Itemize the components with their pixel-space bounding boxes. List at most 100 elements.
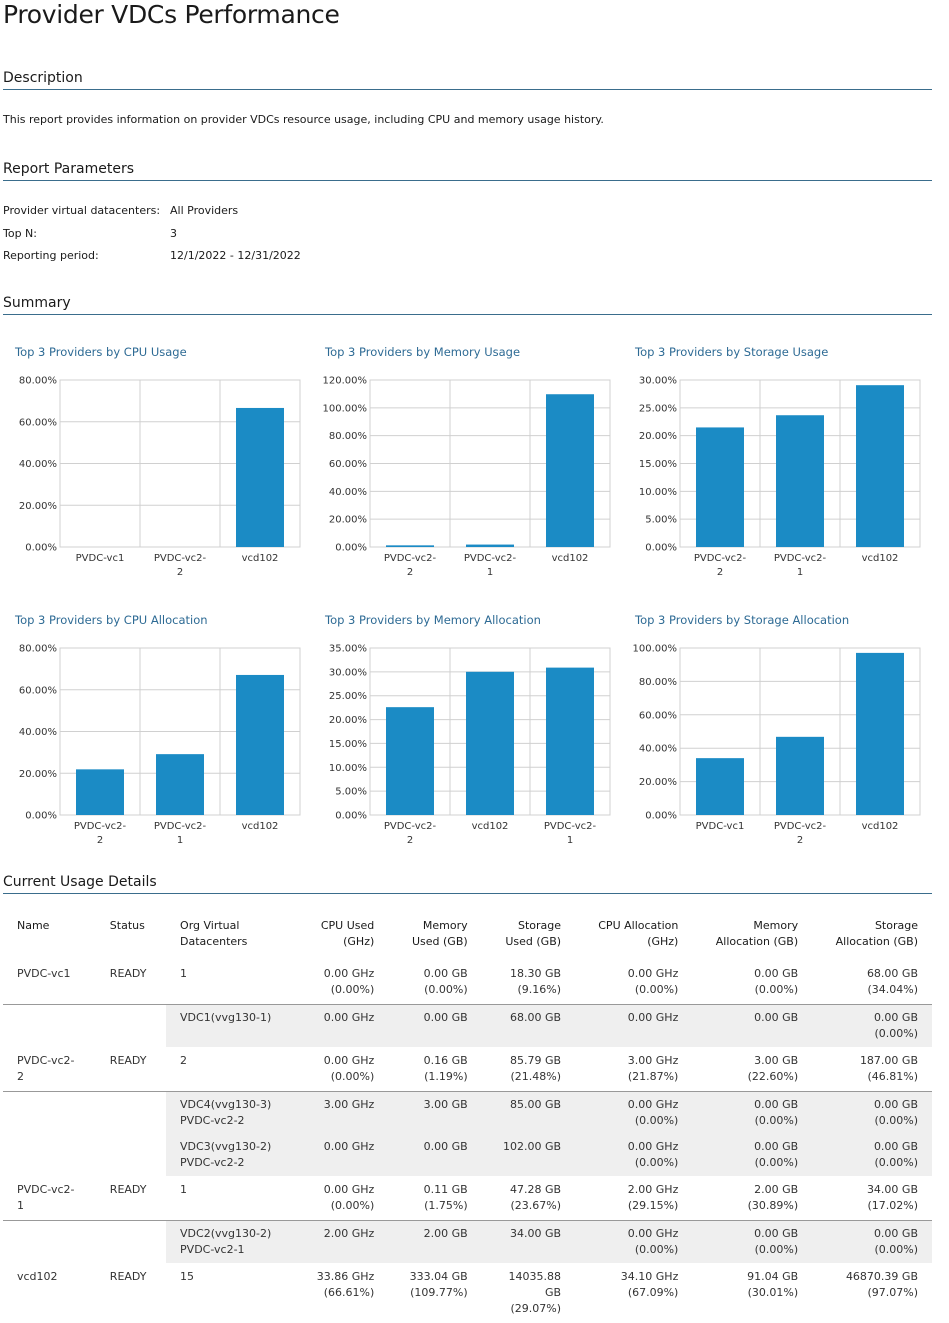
param-value: All Providers xyxy=(170,204,239,217)
y-tick-label: 25.00% xyxy=(329,691,367,702)
table-cell: VDC3(vvg130-2) PVDC-vc2-2 xyxy=(166,1134,296,1176)
table-cell: 0.00 GHz (0.00%) xyxy=(575,960,693,1005)
y-tick-label: 60.00% xyxy=(639,710,677,721)
table-cell: 2.00 GHz (29.15%) xyxy=(575,1176,693,1221)
column-header: Memory Used (GB) xyxy=(411,919,468,948)
table-cell: 1 xyxy=(166,1176,296,1221)
param-row: Provider virtual datacenters: All Provid… xyxy=(3,204,301,227)
bar xyxy=(236,674,284,815)
section-summary: Summary xyxy=(3,295,932,315)
table-cell: 2.00 GB (30.89%) xyxy=(692,1176,813,1221)
table-cell: 0.00 GHz xyxy=(295,1004,389,1047)
x-tick-label: 2 xyxy=(407,835,413,846)
y-tick-label: 100.00% xyxy=(323,403,368,414)
table-cell: 0.00 GB (0.00%) xyxy=(692,1134,813,1176)
table-cell: 0.00 GB (0.00%) xyxy=(812,1091,932,1134)
chart-title: Top 3 Providers by Storage Allocation xyxy=(635,613,850,627)
x-tick-label: PVDC-vc2- xyxy=(154,553,207,564)
x-tick-label: 1 xyxy=(177,835,183,846)
column-header: Memory Allocation (GB) xyxy=(715,919,799,948)
bar xyxy=(696,427,744,547)
column-header: Name xyxy=(17,919,50,932)
x-tick-label: 1 xyxy=(797,567,803,578)
table-cell: 0.00 GB (0.00%) xyxy=(388,960,482,1005)
y-tick-label: 0.00% xyxy=(335,543,367,554)
x-tick-label: 2 xyxy=(177,567,183,578)
y-tick-label: 40.00% xyxy=(639,744,677,755)
x-tick-label: vcd102 xyxy=(552,553,589,564)
table-cell: VDC2(vvg130-2) PVDC-vc2-1 xyxy=(166,1220,296,1263)
table-cell: 0.00 GB xyxy=(692,1004,813,1047)
table-cell: vcd102 xyxy=(17,1270,58,1283)
x-tick-label: 2 xyxy=(797,835,803,846)
table-cell: 0.00 GB (0.00%) xyxy=(692,1220,813,1263)
bar xyxy=(76,769,124,815)
table-cell: READY xyxy=(95,960,167,1005)
table-cell: 0.00 GHz (0.00%) xyxy=(575,1134,693,1176)
y-tick-label: 0.00% xyxy=(25,811,57,822)
y-tick-label: 10.00% xyxy=(329,763,367,774)
param-value: 12/1/2022 - 12/31/2022 xyxy=(170,249,301,262)
table-cell: 14035.88 GB (29.07%) xyxy=(508,1270,562,1315)
y-tick-label: 40.00% xyxy=(19,459,57,470)
column-header: Storage Used (GB) xyxy=(505,919,562,948)
chart-title: Top 3 Providers by Memory Usage xyxy=(325,345,521,359)
table-cell: 85.00 GB xyxy=(481,1091,576,1134)
bar xyxy=(156,754,204,815)
column-header: Status xyxy=(109,919,145,932)
table-cell: 91.04 GB (30.01%) xyxy=(747,1270,799,1299)
table-cell: 3.00 GB xyxy=(388,1091,482,1134)
y-tick-label: 100.00% xyxy=(633,644,678,655)
table-cell xyxy=(3,1092,166,1135)
bar xyxy=(776,415,824,547)
bar xyxy=(236,407,284,547)
y-tick-label: 35.00% xyxy=(329,644,367,655)
x-tick-label: PVDC-vc2- xyxy=(464,553,517,564)
org-vdc-row: VDC2(vvg130-2) PVDC-vc2-1 2.00 GHz 2.00 GB 3… xyxy=(3,1220,932,1263)
chart-memory-usage: Top 3 Providers by Memory Usage 0.00% 20.… xyxy=(313,345,613,585)
table-cell xyxy=(3,1005,166,1048)
y-tick-label: 5.00% xyxy=(645,515,677,526)
x-tick-label: PVDC-vc2- xyxy=(544,821,597,832)
x-tick-label: 1 xyxy=(567,835,573,846)
table-cell: 2.00 GB xyxy=(388,1220,482,1263)
table-cell: VDC1(vvg130-1) xyxy=(166,1004,296,1047)
table-cell: 3.00 GB (22.60%) xyxy=(692,1047,813,1092)
x-tick-label: PVDC-vc2- xyxy=(384,553,437,564)
bar xyxy=(546,394,594,547)
table-cell: 34.00 GB (17.02%) xyxy=(812,1176,932,1221)
table-cell: 68.00 GB (34.04%) xyxy=(812,960,932,1005)
table-cell: 0.00 GB xyxy=(388,1004,482,1047)
y-tick-label: 0.00% xyxy=(645,543,677,554)
table-header-row: Name Status Org Virtual Datacenters CPU Used… xyxy=(3,910,932,960)
section-description: Description xyxy=(3,70,932,90)
table-cell: 34.10 GHz (67.09%) xyxy=(620,1270,679,1299)
table-cell: 0.00 GHz (0.00%) xyxy=(575,1091,693,1134)
chart-title: Top 3 Providers by CPU Usage xyxy=(15,345,187,359)
parameters-list: Provider virtual datacenters: All Provid… xyxy=(3,204,301,272)
section-current-usage-details: Current Usage Details xyxy=(3,874,932,894)
table-cell: PVDC-vc1 xyxy=(3,960,96,1005)
y-tick-label: 5.00% xyxy=(335,787,367,798)
org-vdc-row: VDC3(vvg130-2) PVDC-vc2-2 0.00 GHz 0.00 GB 1… xyxy=(3,1134,932,1176)
param-label: Top N: xyxy=(3,226,37,240)
y-tick-label: 20.00% xyxy=(329,515,367,526)
y-tick-label: 20.00% xyxy=(19,501,57,512)
y-tick-label: 20.00% xyxy=(19,769,57,780)
y-tick-label: 20.00% xyxy=(329,715,367,726)
chart-storage-usage: Top 3 Providers by Storage Usage 0.00% 5.… xyxy=(623,345,923,585)
y-tick-label: 60.00% xyxy=(329,459,367,470)
y-tick-label: 30.00% xyxy=(639,376,677,387)
org-vdc-row: VDC1(vvg130-1) 0.00 GHz 0.00 GB 68.00 GB 0.0… xyxy=(3,1004,932,1048)
table-cell: 0.00 GHz xyxy=(575,1004,693,1047)
table-cell: 0.00 GB (0.00%) xyxy=(692,960,813,1005)
chart-memory-allocation-plot: 0.00% 5.00% 10.00% 15.00% 20.00% 25.00% 30.00%… xyxy=(329,644,611,846)
x-tick-label: vcd102 xyxy=(472,821,509,832)
y-tick-label: 0.00% xyxy=(645,811,677,822)
chart-cpu-usage: Top 3 Providers by CPU Usage 0.00% 20.00%… xyxy=(3,345,303,585)
provider-row: vcd102 READY 15 33.86 GHz (66.61%) 333.04 GB(… xyxy=(3,1263,932,1323)
provider-row: PVDC-vc2- 2 READY 2 0.00 GHz (0.00%) 0.16 GB (1… xyxy=(3,1047,932,1092)
bar xyxy=(546,667,594,815)
table-cell: 0.00 GB (0.00%) xyxy=(812,1004,932,1047)
table-cell: 2.00 GHz xyxy=(295,1220,389,1263)
